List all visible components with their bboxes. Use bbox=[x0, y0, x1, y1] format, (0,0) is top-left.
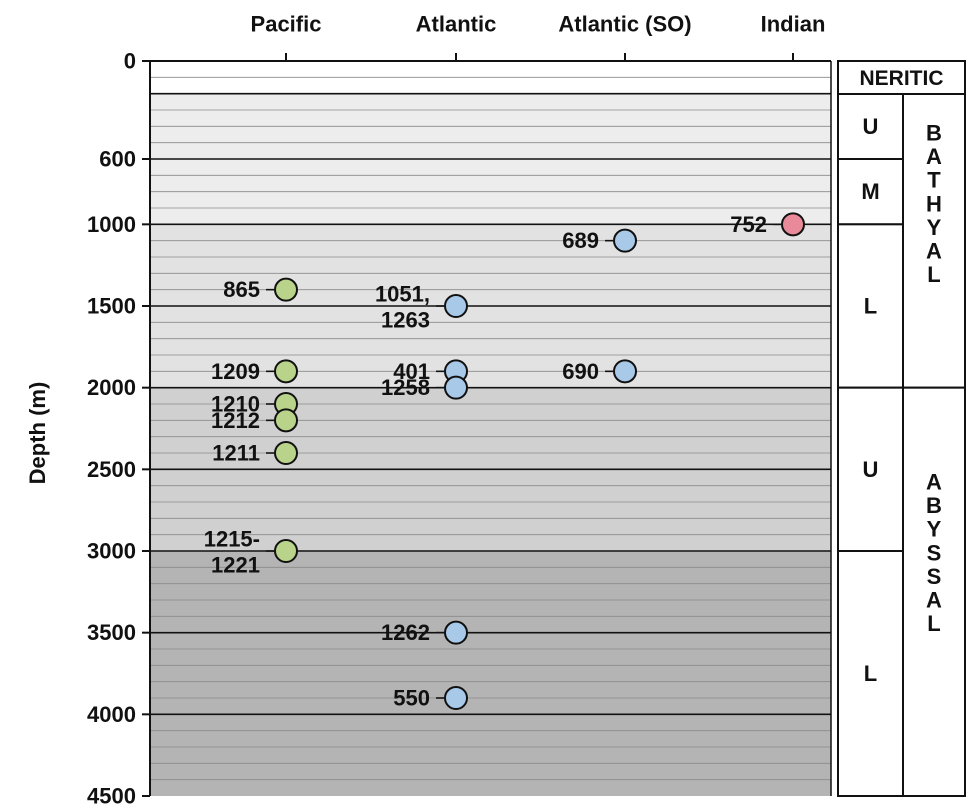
subzone-box bbox=[837, 93, 904, 160]
data-point bbox=[444, 686, 468, 710]
subzone-label: L bbox=[864, 661, 877, 686]
subzone-label: U bbox=[863, 457, 879, 482]
abyssal-letter: A bbox=[926, 588, 942, 613]
data-point bbox=[274, 441, 298, 465]
data-point bbox=[444, 620, 468, 645]
point-label: 1258 bbox=[381, 375, 430, 400]
abyssal-letter: L bbox=[927, 611, 940, 636]
y-tick-label: 1000 bbox=[87, 212, 136, 237]
data-point bbox=[444, 375, 468, 400]
y-tick-label: 3000 bbox=[87, 539, 136, 564]
data-point bbox=[613, 359, 637, 384]
data-point bbox=[274, 359, 298, 384]
point-label: 1209 bbox=[211, 359, 260, 384]
neritic-label: NERITIC bbox=[860, 67, 944, 90]
data-point bbox=[613, 228, 637, 253]
y-tick-label: 0 bbox=[124, 49, 136, 74]
y-tick-label: 2500 bbox=[87, 457, 136, 482]
y-tick-label: 2000 bbox=[87, 375, 136, 400]
bathyal-letter: A bbox=[926, 144, 942, 169]
point-label: 689 bbox=[562, 228, 599, 253]
bathyal-letter: L bbox=[927, 262, 940, 287]
subzone-label: M bbox=[861, 179, 879, 204]
point-label: 1221 bbox=[211, 553, 260, 578]
bathyal-letter: H bbox=[926, 191, 942, 216]
bathyal-box bbox=[902, 93, 966, 389]
y-tick-label: 3500 bbox=[87, 620, 136, 645]
category-label: Atlantic (SO) bbox=[558, 12, 691, 37]
data-point bbox=[781, 212, 805, 237]
subzone-label: U bbox=[863, 114, 879, 139]
subzone-box bbox=[837, 550, 904, 797]
data-point bbox=[274, 277, 298, 302]
point-label: 1211 bbox=[212, 441, 260, 466]
point-label: 1263 bbox=[381, 308, 430, 333]
data-point bbox=[274, 539, 298, 563]
point-label: 1262 bbox=[381, 620, 430, 645]
abyssal-letter: S bbox=[927, 564, 942, 589]
point-label: 401 bbox=[393, 359, 430, 384]
abyssal-letter: B bbox=[926, 493, 942, 518]
abyssal-letter: S bbox=[927, 540, 942, 565]
y-tick-label: 4000 bbox=[87, 702, 136, 727]
subzone-box bbox=[837, 158, 904, 226]
abyssal-letter: Y bbox=[927, 517, 942, 542]
category-label: Atlantic bbox=[416, 12, 497, 37]
abyssal-box bbox=[902, 386, 966, 797]
abyssal-letter: A bbox=[926, 470, 942, 495]
point-label: 1215- bbox=[204, 527, 260, 552]
data-point bbox=[444, 294, 468, 318]
y-tick-label: 1500 bbox=[87, 294, 136, 319]
background-band-4 bbox=[150, 551, 831, 796]
subzone-box bbox=[837, 223, 904, 389]
point-label: 1212 bbox=[211, 408, 260, 433]
point-label: 1210 bbox=[211, 392, 260, 417]
data-point bbox=[274, 408, 298, 433]
bathyal-letter: T bbox=[927, 168, 941, 193]
category-label: Indian bbox=[761, 12, 826, 37]
subzone-label: L bbox=[864, 294, 877, 319]
point-label: 865 bbox=[223, 277, 260, 302]
bathyal-letter: Y bbox=[927, 215, 942, 240]
subzone-box bbox=[837, 386, 904, 552]
point-label: 752 bbox=[730, 212, 767, 237]
category-label: Pacific bbox=[251, 12, 322, 37]
point-label: 1051, bbox=[375, 282, 430, 307]
y-tick-label: 600 bbox=[99, 147, 136, 172]
bathyal-letter: B bbox=[926, 121, 942, 146]
point-label: 550 bbox=[393, 686, 430, 711]
y-axis-label: Depth (m) bbox=[25, 381, 50, 485]
point-label: 690 bbox=[562, 359, 599, 384]
bathyal-letter: A bbox=[926, 239, 942, 264]
y-tick-label: 4500 bbox=[87, 784, 136, 806]
